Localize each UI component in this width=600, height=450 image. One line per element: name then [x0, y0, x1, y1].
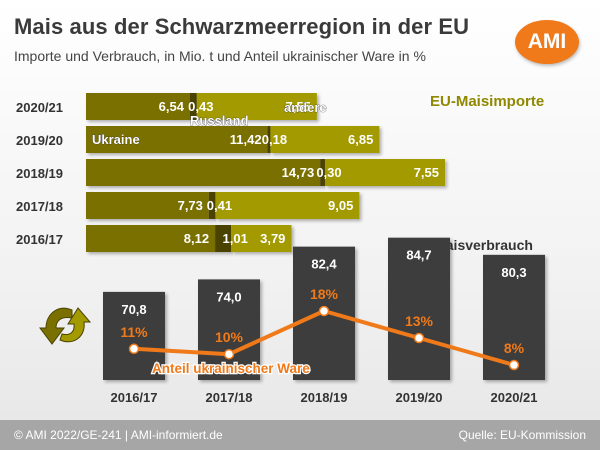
- imports-category-label: 2016/17: [16, 232, 63, 247]
- imports-category-label: 2019/20: [16, 133, 63, 148]
- imports-value-label: 0,43: [188, 99, 213, 114]
- imports-value-label: 7,73: [178, 198, 203, 213]
- imports-bar-andere: [196, 93, 317, 120]
- imports-bar-russland: [189, 93, 197, 120]
- footer-source: Quelle: EU-Kommission: [458, 428, 586, 442]
- x-tick-label: 2017/18: [206, 390, 253, 405]
- imports-series-label: Russland: [190, 113, 249, 128]
- imports-value-label: 6,85: [348, 132, 373, 147]
- imports-bar-ukraine: [86, 93, 190, 120]
- imports-bar-russland: [215, 225, 232, 252]
- share-point: [128, 343, 140, 355]
- imports-value-label: 7,55: [286, 99, 311, 114]
- imports-category-label: 2017/18: [16, 199, 63, 214]
- share-value-label: 18%: [310, 286, 339, 302]
- share-value-label: 10%: [215, 329, 244, 345]
- consumption-value-label: 84,7: [406, 248, 431, 263]
- imports-title: EU-Maisimporte: [430, 93, 544, 110]
- chart-subtitle: Importe und Verbrauch, in Mio. t und Ant…: [14, 48, 426, 64]
- imports-value-label: 0,41: [207, 198, 232, 213]
- imports-bar-ukraine: [86, 126, 268, 153]
- x-tick-label: 2016/17: [111, 390, 158, 405]
- imports-chart: EU-Maisimporte 2020/21 6,54 0,43 7,55 2019/20…: [16, 93, 544, 252]
- imports-value-label: 0,30: [316, 165, 341, 180]
- imports-category-label: 2018/19: [16, 166, 63, 181]
- x-tick-label: 2018/19: [301, 390, 348, 405]
- imports-bar-russland: [208, 192, 216, 219]
- x-tick-label: 2019/20: [396, 390, 443, 405]
- imports-bar-ukraine: [86, 192, 209, 219]
- imports-bar-andere: [324, 159, 446, 186]
- share-series-label: Anteil ukrainischer Ware: [152, 361, 310, 376]
- imports-value-label: 7,55: [414, 165, 439, 180]
- consumption-bar: [103, 291, 165, 380]
- consumption-value-label: 80,3: [501, 265, 526, 280]
- logo-text: AMI: [527, 30, 567, 53]
- share-value-label: 11%: [120, 324, 148, 340]
- share-line-chart: 11% 10% 18% 13% 8% Anteil ukrainischer Ware: [120, 286, 525, 377]
- imports-series-label: Ukraine: [92, 132, 140, 147]
- back-arrow-icon: [39, 307, 92, 345]
- imports-value-label: 0,18: [262, 132, 287, 147]
- footer: © AMI 2022/GE-241 | AMI-informiert.de Qu…: [0, 420, 600, 450]
- imports-bar-ukraine: [86, 225, 216, 252]
- consumption-chart: EU-Maisverbrauch70,82016/1774,02017/1882…: [103, 237, 545, 405]
- imports-bar-russland: [267, 126, 271, 153]
- share-value-label: 8%: [504, 340, 525, 356]
- imports-value-label: 9,05: [328, 198, 353, 213]
- consumption-value-label: 74,0: [216, 289, 241, 304]
- imports-value-label: 11,42: [230, 132, 262, 147]
- share-value-label: 13%: [405, 313, 434, 329]
- chart-canvas: EU-Maisimporte 2020/21 6,54 0,43 7,55 2019/20…: [16, 93, 545, 405]
- imports-value-label: 6,54: [159, 99, 185, 114]
- share-point: [223, 348, 235, 360]
- consumption-bar: [198, 279, 260, 380]
- imports-value-label: 8,12: [184, 231, 209, 246]
- imports-series-label: andere: [284, 100, 327, 115]
- chart-title: Mais aus der Schwarzmeerregion in der EU: [14, 14, 470, 39]
- imports-value-label: 1,01: [223, 231, 248, 246]
- share-point: [413, 332, 425, 344]
- share-point: [508, 359, 520, 371]
- imports-value-label: 14,73: [282, 165, 315, 180]
- ami-logo: AMI: [515, 20, 579, 64]
- imports-bar-russland: [320, 159, 325, 186]
- consumption-value-label: 70,8: [121, 302, 146, 317]
- imports-category-label: 2020/21: [16, 100, 63, 115]
- imports-bar-ukraine: [86, 159, 321, 186]
- imports-bar-andere: [215, 192, 360, 219]
- footer-copyright: © AMI 2022/GE-241 | AMI-informiert.de: [14, 428, 223, 442]
- imports-bar-andere: [270, 126, 380, 153]
- consumption-bar: [388, 237, 450, 380]
- share-point: [318, 305, 330, 317]
- x-tick-label: 2020/21: [491, 390, 538, 405]
- consumption-value-label: 82,4: [311, 257, 337, 272]
- imports-value-label: 3,79: [260, 231, 285, 246]
- imports-bar-andere: [231, 225, 292, 252]
